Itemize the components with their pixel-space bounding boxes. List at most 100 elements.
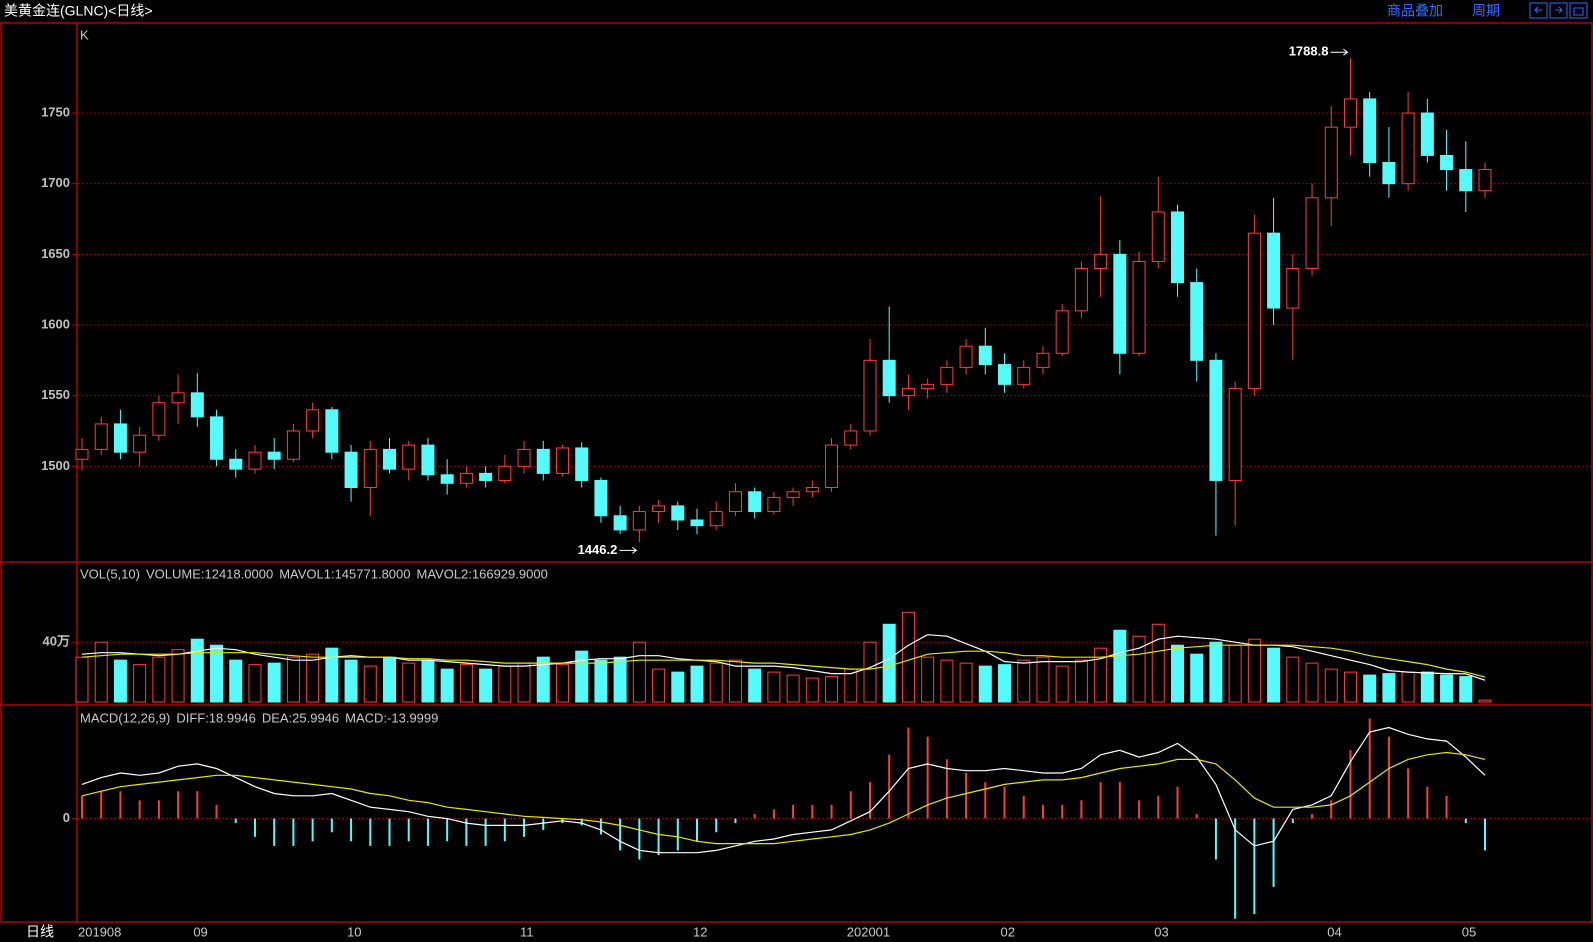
volume-bar [1247, 638, 1261, 703]
volume-bar [1363, 674, 1377, 703]
volume-bar [921, 656, 935, 703]
volume-bar [1190, 653, 1204, 703]
volume-bar [306, 653, 320, 703]
frame-border [0, 22, 1593, 923]
candle-body [1151, 211, 1165, 262]
volume-bar [421, 659, 435, 703]
candle-body [882, 359, 896, 397]
macd-line [81, 751, 1486, 845]
volume-bar [613, 656, 627, 703]
candle-body [1478, 169, 1492, 192]
candle-body [1459, 169, 1473, 192]
candle-body [1286, 267, 1300, 309]
overlay-button[interactable]: 商品叠加 [1387, 3, 1443, 19]
x-tick-label: 09 [193, 924, 207, 939]
macd-line [81, 726, 1486, 854]
candle-body [1074, 267, 1088, 312]
legend-entry: MACD:-13.9999 [345, 710, 438, 725]
volume-bar [75, 656, 89, 703]
volume-bar [1055, 665, 1069, 703]
volume-bar [210, 644, 224, 703]
candle-body [844, 430, 858, 446]
candle-body [959, 345, 973, 368]
candle-body [459, 472, 473, 484]
candle-body [383, 448, 397, 470]
volume-bar [190, 638, 204, 703]
icon-right[interactable] [1549, 2, 1568, 19]
y-tick-label: 1650 [41, 246, 70, 261]
window-icons[interactable] [1529, 2, 1588, 19]
volume-bar [671, 671, 685, 703]
volume-bar [459, 664, 473, 703]
volume-bar [594, 659, 608, 703]
volume-bar [709, 662, 723, 703]
candle-body [402, 444, 416, 470]
x-tick-label: 10 [347, 924, 361, 939]
candle-body [344, 451, 358, 489]
x-tick-label: 12 [693, 924, 707, 939]
candle-body [863, 359, 877, 432]
volume-bar [1440, 674, 1454, 703]
volume-bar [805, 677, 819, 703]
icon-max[interactable] [1569, 2, 1588, 19]
candle-body [94, 423, 108, 450]
candle-body [1247, 232, 1261, 390]
volume-bar [517, 662, 531, 703]
volume-bar [1478, 699, 1492, 703]
volume-bar [1382, 673, 1396, 703]
candle-body [1363, 98, 1377, 163]
candle-body [1324, 126, 1338, 199]
volume-bar [575, 650, 589, 703]
candle-body [1113, 253, 1127, 354]
icon-left[interactable] [1529, 2, 1548, 19]
mavol-line [81, 644, 1486, 678]
volume-bar [171, 649, 185, 703]
volume-bar [536, 656, 550, 703]
volume-bar [1017, 659, 1031, 703]
period-button[interactable]: 周期 [1472, 3, 1500, 19]
candle-body [555, 447, 569, 474]
extreme-label: 1446.2 [578, 542, 618, 557]
x-tick-label: 05 [1462, 924, 1476, 939]
candle-body [1305, 197, 1319, 269]
volume-bar [229, 659, 243, 703]
candle-body [75, 448, 89, 460]
volume-bar [767, 671, 781, 703]
volume-bar [1324, 668, 1338, 703]
y-tick-label: 1500 [41, 458, 70, 473]
panel-label: K [80, 27, 89, 42]
icon-glyphs [1534, 6, 1584, 16]
candle-body [267, 451, 281, 460]
candle-body [709, 511, 723, 527]
volume-bar [1228, 644, 1242, 703]
volume-bar [555, 664, 569, 703]
volume-bar [1267, 647, 1281, 703]
candle-body [479, 472, 493, 481]
legend-entry: VOLUME:12418.0000 [146, 566, 273, 581]
candle-body [440, 474, 454, 484]
candle-body [594, 479, 608, 517]
volume-bar [113, 659, 127, 703]
volume-bar [1170, 644, 1184, 703]
x-tick-label: 202001 [847, 924, 890, 939]
candle-body [1017, 366, 1031, 385]
volume-bar [1209, 641, 1223, 703]
candle-body [767, 496, 781, 513]
candle-body [1036, 352, 1050, 368]
candle-body [210, 416, 224, 460]
candle-body [229, 458, 243, 470]
candle-body [652, 505, 666, 513]
extreme-arrow [1330, 48, 1349, 56]
volume-bar [133, 664, 147, 703]
legend-entry: MAVOL2:166929.9000 [417, 566, 548, 581]
volume-bar [863, 641, 877, 703]
volume-bar [325, 647, 339, 703]
y-tick-label: 40万 [43, 634, 70, 649]
volume-bar [901, 611, 915, 703]
volume-bar [383, 656, 397, 703]
volume-bar [1132, 635, 1146, 703]
volume-bar [1113, 629, 1127, 703]
candle-body [325, 409, 339, 453]
y-tick-label: 1550 [41, 387, 70, 402]
